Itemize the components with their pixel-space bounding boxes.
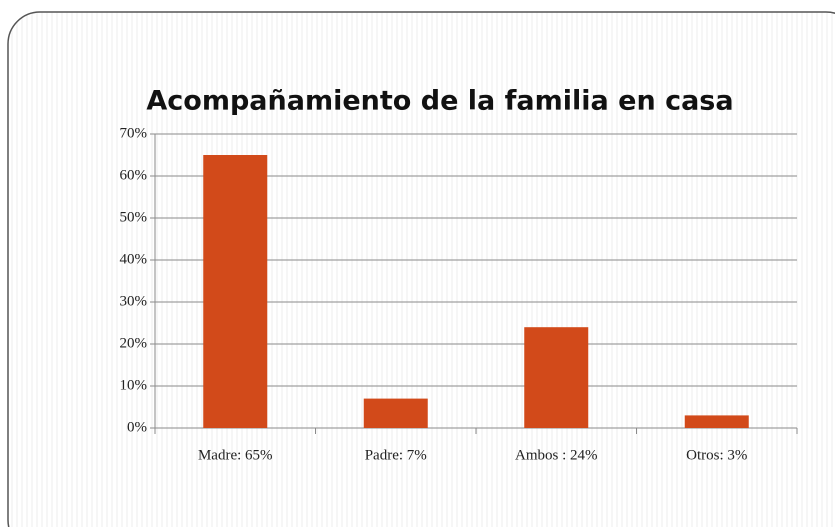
y-tick-label: 0%	[127, 419, 147, 435]
chart-title: Acompañamiento de la familia en casa	[146, 86, 733, 117]
y-tick-label: 70%	[120, 125, 148, 141]
y-tick-label: 20%	[120, 335, 148, 351]
bar	[363, 398, 428, 428]
y-tick-label: 10%	[120, 377, 148, 393]
y-tick-label: 60%	[120, 167, 148, 183]
x-tick-label: Padre: 7%	[365, 447, 427, 463]
x-tick-label: Ambos : 24%	[515, 447, 598, 463]
y-tick-label: 50%	[120, 209, 148, 225]
y-tick-label: 40%	[120, 251, 148, 267]
x-tick-label: Otros: 3%	[686, 447, 747, 463]
y-tick-label: 30%	[120, 293, 148, 309]
bar	[203, 155, 268, 428]
x-tick-label: Madre: 65%	[198, 447, 273, 463]
bar	[524, 327, 589, 428]
bar	[684, 415, 749, 428]
